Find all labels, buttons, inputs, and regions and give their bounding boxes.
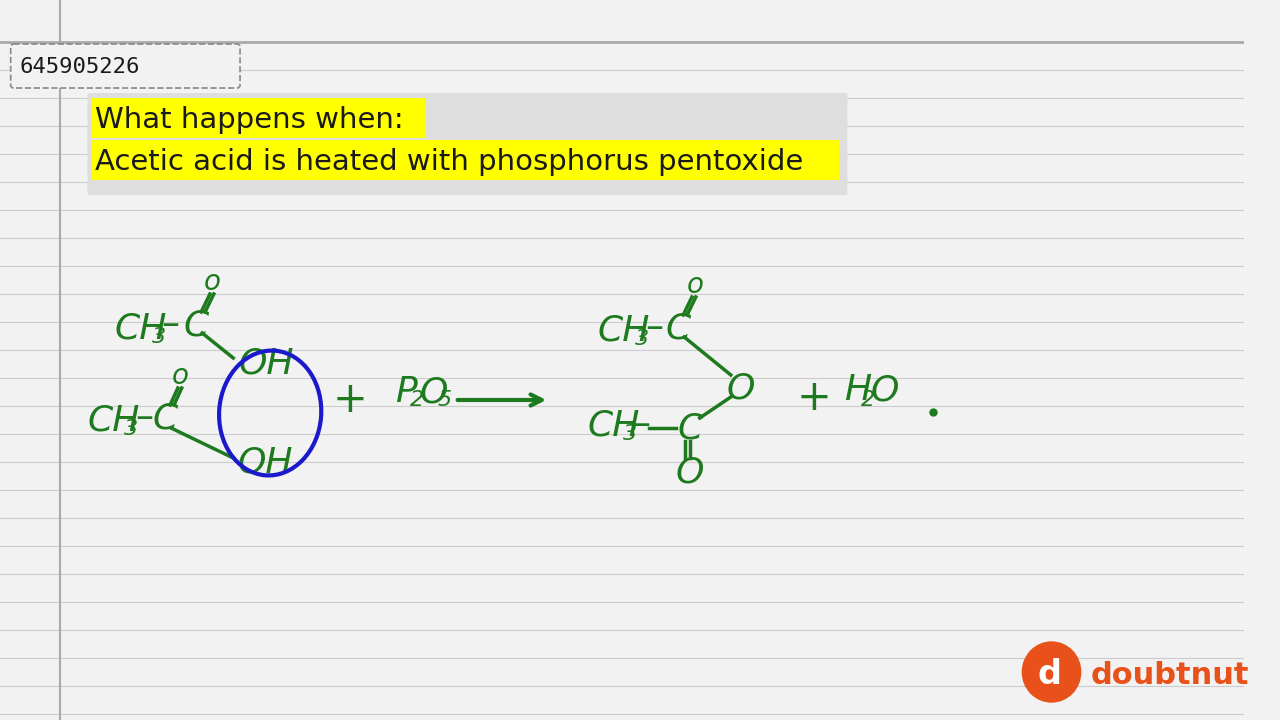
Text: 3: 3 [623, 424, 637, 444]
Text: C: C [666, 311, 691, 345]
FancyBboxPatch shape [92, 98, 425, 138]
Text: +: + [797, 377, 832, 419]
Text: What happens when:: What happens when: [95, 106, 404, 134]
Text: CH: CH [87, 403, 140, 437]
Text: P: P [394, 375, 416, 409]
Text: o: o [686, 271, 704, 299]
Text: o: o [172, 362, 188, 390]
Text: 2: 2 [861, 390, 876, 410]
Text: C: C [152, 401, 178, 435]
FancyBboxPatch shape [10, 44, 241, 88]
Text: –: – [645, 311, 663, 345]
Text: OH: OH [238, 346, 293, 380]
Text: CH: CH [115, 311, 168, 345]
Text: –: – [632, 408, 650, 442]
Text: 645905226: 645905226 [19, 57, 140, 77]
Text: Acetic acid is heated with phosphorus pentoxide: Acetic acid is heated with phosphorus pe… [95, 148, 804, 176]
Text: C: C [184, 308, 209, 342]
Text: CH: CH [598, 313, 650, 347]
Text: O: O [676, 455, 704, 489]
Text: 3: 3 [151, 327, 165, 347]
Circle shape [1023, 642, 1080, 702]
Text: –: – [161, 308, 179, 342]
Text: O: O [870, 373, 899, 407]
Text: –: – [134, 401, 152, 435]
Text: O: O [420, 375, 448, 409]
Text: doubtnut: doubtnut [1091, 660, 1249, 690]
Text: OH: OH [237, 445, 293, 479]
Text: 5: 5 [438, 390, 452, 410]
Text: C: C [677, 411, 703, 445]
Text: 3: 3 [124, 419, 138, 439]
Text: H: H [844, 373, 870, 407]
Text: 3: 3 [635, 329, 649, 349]
Text: o: o [204, 268, 220, 296]
Text: 2: 2 [410, 390, 424, 410]
Text: +: + [333, 379, 367, 421]
Text: CH: CH [588, 408, 640, 442]
Text: d: d [1038, 659, 1061, 691]
FancyBboxPatch shape [92, 140, 838, 180]
FancyBboxPatch shape [87, 93, 847, 195]
Text: O: O [726, 371, 755, 405]
